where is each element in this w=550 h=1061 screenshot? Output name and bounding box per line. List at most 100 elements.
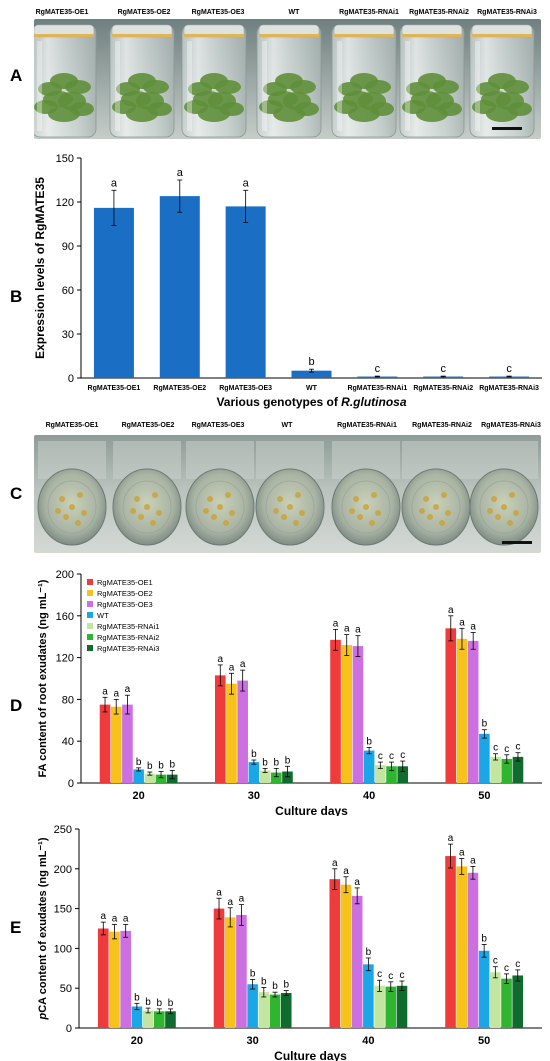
jar-2 [109, 24, 175, 138]
chart-e-significance-letter: a [112, 914, 118, 925]
chart-d-legend-label: RgMATE35-RNAi2 [97, 633, 159, 642]
chart-d-bar [501, 758, 513, 783]
chart-d-significance-letter: b [262, 757, 268, 768]
chart-e-category-label: 30 [247, 1035, 259, 1047]
chart-e-significance-letter: a [459, 847, 465, 858]
chart-e-significance-letter: a [100, 911, 106, 922]
chart-e-significance-letter: a [227, 897, 233, 908]
chart-d-significance-letter: b [136, 757, 142, 768]
chart-b-category-label: RgMATE35-RNAi1 [347, 385, 407, 392]
jar-4 [256, 24, 322, 138]
chart-b-category-label: RgMATE35-OE1 [88, 385, 141, 392]
chart-b-x-axis-title-prefix: Various genotypes of [216, 395, 341, 409]
chart-b-ytick-label: 150 [56, 153, 74, 165]
chart-e-bar [120, 930, 131, 1028]
chart-d-significance-letter: b [366, 736, 372, 747]
chart-e-significance-letter: c [399, 970, 404, 981]
chart-e-bar [329, 879, 341, 1028]
chart-d-significance-letter: c [378, 751, 383, 762]
plantlet-jars-illustration [34, 19, 541, 139]
chart-e-bar [258, 992, 270, 1028]
chart-d-bar [226, 683, 237, 783]
jar-bottoms-photo [34, 435, 541, 553]
chart-d-significance-letter: b [169, 759, 175, 770]
jar-bottoms-illustration [34, 435, 541, 553]
chart-e-bar [247, 984, 258, 1028]
chart-d-bar [512, 756, 524, 783]
jar-3 [181, 24, 247, 138]
chart-d-ytick-label: 0 [68, 778, 74, 790]
chart-e-significance-letter: a [448, 833, 454, 844]
chart-e-significance-letter: c [515, 959, 520, 970]
chart-e-bar [224, 917, 236, 1028]
chart-d-bar [110, 706, 122, 783]
chart-d-bar [144, 773, 156, 783]
chart-d-significance-letter: a [448, 605, 454, 616]
chart-e-ytick-label: 50 [60, 983, 72, 995]
chart-d-significance-letter: a [229, 662, 235, 673]
chart-e-bar [109, 931, 120, 1028]
chart-e-ytick-label: 0 [66, 1023, 72, 1035]
chart-d-significance-letter: a [102, 686, 108, 697]
chart-d-legend-label: RgMATE35-OE2 [97, 589, 153, 598]
chart-b-significance-letter: a [177, 167, 184, 179]
chart-e-significance-letter: c [388, 971, 393, 982]
chart-b-bar [159, 196, 200, 378]
jar-bottom-7 [469, 441, 539, 546]
chart-d-significance-letter: a [344, 624, 350, 635]
panel-letter-b: B [10, 287, 23, 306]
chart-d-significance-letter: a [333, 618, 339, 629]
chart-d-ytick-label: 120 [56, 653, 74, 665]
chart-d-ytick-label: 40 [62, 736, 74, 748]
chart-e-significance-letter: b [272, 981, 278, 992]
chart-b-significance-letter: c [506, 363, 512, 375]
chart-b-significance-letter: c [440, 363, 446, 375]
chart-b-significance-letter: b [308, 356, 314, 368]
chart-b-expression: 0 30 60 90 120 150 a RgMATE35-OE1 a RgMATE35-OE2 a… [33, 153, 542, 409]
chart-e-bar [396, 985, 408, 1028]
chart-e-bar [153, 1011, 165, 1028]
chart-d-legend-swatch [87, 579, 93, 585]
plantlet-jars-photo [34, 19, 541, 139]
chart-d-bar [214, 675, 226, 783]
chart-d-bar [270, 772, 282, 783]
chart-e-bar [501, 978, 512, 1028]
chart-d-bar [352, 646, 364, 783]
chart-d-significance-letter: b [273, 757, 279, 768]
chart-e-bar [374, 985, 385, 1028]
chart-e-significance-letter: b [366, 947, 372, 958]
chart-e-significance-letter: c [493, 956, 498, 967]
chart-d-category-label: 30 [248, 790, 260, 802]
chart-d-significance-letter: c [515, 742, 520, 753]
chart-e-bar [490, 972, 501, 1028]
chart-b-bar [291, 370, 332, 378]
chart-e-ytick-label: 250 [54, 824, 72, 836]
chart-b-ytick-label: 90 [62, 241, 74, 253]
chart-e-significance-letter: a [354, 877, 360, 888]
chart-e-y-axis-title-italic: p [37, 1013, 49, 1021]
chart-d-y-axis-title-text: FA content of root exudates (ng mL⁻¹) [37, 579, 49, 777]
chart-d-bar [397, 766, 409, 783]
panel-letter-e: E [10, 918, 22, 937]
chart-e-significance-letter: a [343, 866, 349, 877]
chart-e-bar [456, 866, 468, 1028]
chart-e-bar [385, 986, 397, 1028]
jar-bottom-3 [185, 441, 255, 546]
chart-b-ytick-label: 0 [68, 373, 74, 385]
chart-b-x-axis-title-species: R.glutinosa [341, 395, 407, 409]
chart-e-ytick-label: 100 [54, 943, 72, 955]
photo-a-label-oe2: RgMATE35-OE2 [117, 9, 171, 16]
chart-e-bar [97, 928, 109, 1028]
chart-d-bar [445, 628, 457, 783]
chart-d-bar [467, 640, 479, 783]
chart-d-significance-letter: b [251, 749, 257, 760]
chart-d-legend-swatch [87, 623, 93, 629]
photo-a-label-rnai3: RgMATE35-RNAi3 [477, 9, 537, 16]
jar-bottom-5 [331, 441, 401, 546]
chart-d-legend-label: WT [97, 611, 109, 620]
chart-b-category-label: RgMATE35-RNAi2 [413, 385, 473, 392]
jar-bottom-6 [401, 441, 471, 546]
chart-e-y-axis-title: pCA content of exudates (ng mL⁻¹) [37, 837, 49, 1020]
photo-c-label-rnai3: RgMATE35-RNAi3 [481, 422, 541, 429]
chart-d-significance-letter: a [470, 622, 476, 633]
